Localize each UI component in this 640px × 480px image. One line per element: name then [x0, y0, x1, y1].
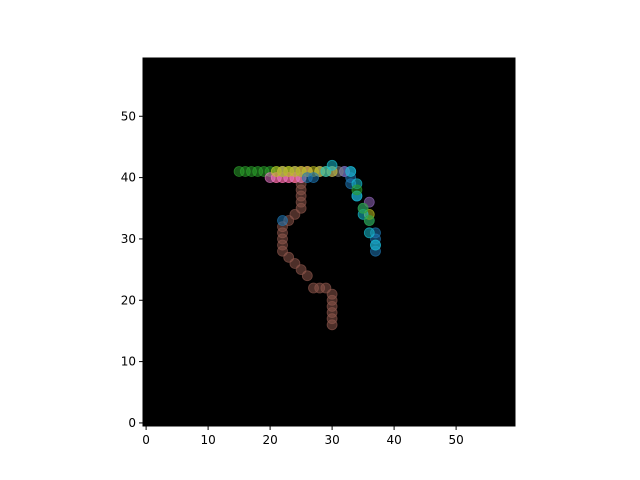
trajectory-point — [351, 184, 363, 196]
y-tick-label: 10 — [121, 355, 136, 369]
x-tick-label: 20 — [262, 433, 277, 447]
trajectory-series — [277, 172, 319, 226]
trajectory-point — [320, 166, 332, 177]
y-tick-label: 50 — [121, 109, 136, 123]
trajectory-point — [363, 227, 375, 239]
occupancy-grid-background — [143, 58, 515, 426]
trajectory-point — [233, 166, 245, 177]
trajectory-series — [277, 172, 338, 331]
axes-frame — [142, 57, 516, 427]
trajectory-point — [308, 282, 319, 294]
y-tick-label: 20 — [121, 293, 136, 307]
plot-area — [142, 57, 516, 427]
x-tick-label: 30 — [324, 433, 339, 447]
trajectory-point — [363, 215, 375, 226]
y-tick-label: 30 — [121, 232, 136, 246]
trajectory-points — [233, 159, 381, 331]
trajectory-point — [277, 215, 288, 226]
x-tick-label: 50 — [448, 433, 463, 447]
y-tick-label: 0 — [128, 416, 136, 430]
y-axis: 0 10 20 30 40 50 — [121, 109, 143, 430]
x-tick-label: 0 — [142, 433, 150, 447]
x-tick-label: 40 — [386, 433, 401, 447]
trajectory-series — [233, 166, 375, 226]
trajectory-point — [370, 239, 381, 251]
x-axis: 0 10 20 30 40 50 — [142, 426, 464, 447]
x-tick-label: 10 — [200, 433, 215, 447]
trajectory-point — [345, 166, 357, 177]
trajectory-point — [301, 172, 313, 184]
trajectory-point — [357, 202, 369, 214]
y-tick-label: 40 — [121, 171, 136, 185]
